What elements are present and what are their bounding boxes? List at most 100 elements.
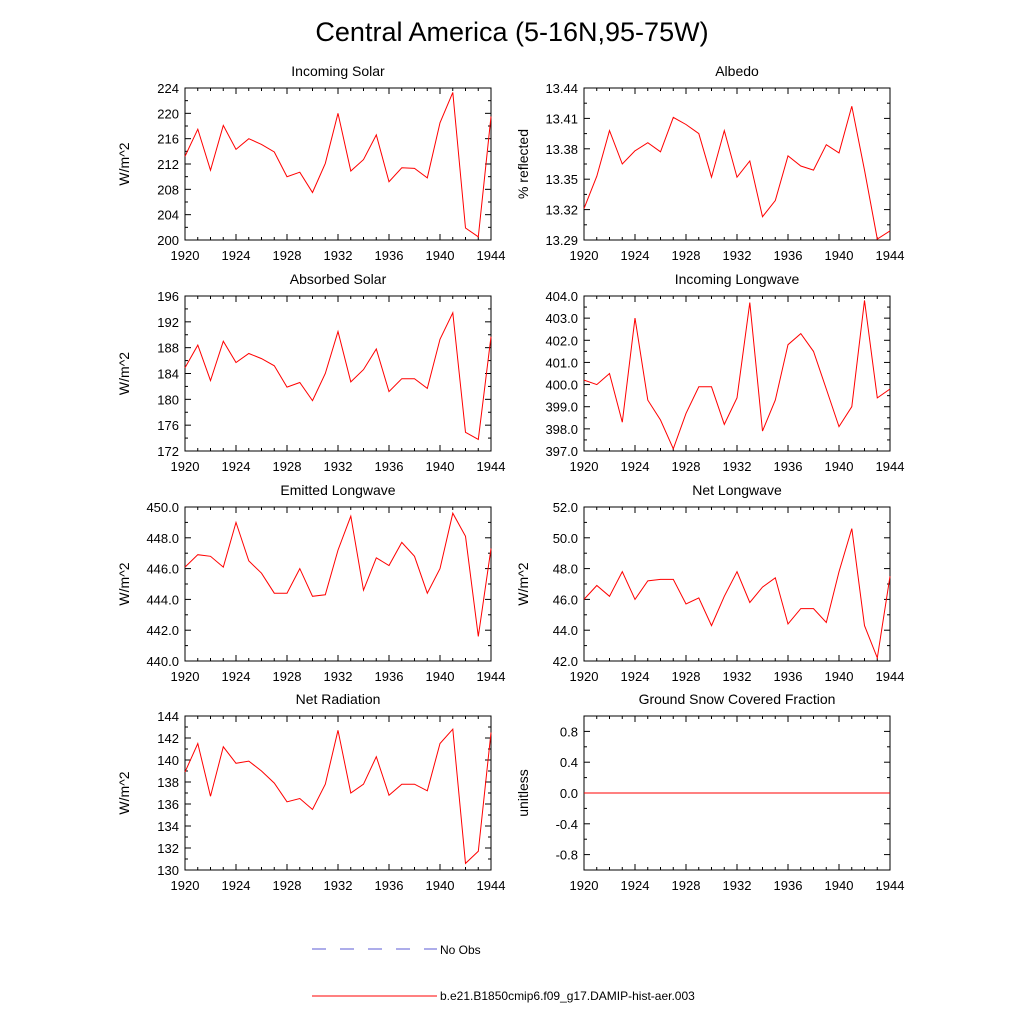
y-tick-label: 48.0 xyxy=(553,562,578,577)
y-tick-label: 46.0 xyxy=(553,592,578,607)
plot-frame xyxy=(583,87,891,241)
y-tick-label: 448.0 xyxy=(146,531,179,546)
x-tick-label: 1936 xyxy=(774,248,803,263)
y-tick-label: 200 xyxy=(157,233,179,248)
x-tick-label: 1924 xyxy=(222,459,251,474)
x-tick-label: 1936 xyxy=(375,459,404,474)
y-tick-label: 138 xyxy=(157,775,179,790)
y-tick-label: 13.38 xyxy=(545,142,578,157)
x-tick-label: 1928 xyxy=(672,248,701,263)
panel-incoming-longwave: 1920 1924 1928 1932 1936 1940 1944 397.0 398.0 39… xyxy=(545,271,904,474)
y-tick-label: 13.35 xyxy=(545,172,578,187)
y-tick-label: 172 xyxy=(157,444,179,459)
panels: 1920 1924 1928 1932 1936 1940 1944 200 204 208 212… xyxy=(116,63,904,893)
y-tick-label: 216 xyxy=(157,132,179,147)
y-tick-label: 204 xyxy=(157,208,179,223)
plot-frame xyxy=(184,506,492,662)
y-tick-label: 450.0 xyxy=(146,500,179,515)
y-tick-label: 13.44 xyxy=(545,81,578,96)
x-tick-label: 1920 xyxy=(171,669,200,684)
y-tick-label: 404.0 xyxy=(545,289,578,304)
y-tick-label: 176 xyxy=(157,418,179,433)
panel-title: Net Longwave xyxy=(692,482,782,498)
panel-absorbed-solar: 1920 1924 1928 1932 1936 1940 1944 172 176 180 184… xyxy=(116,271,505,474)
panel-title: Albedo xyxy=(715,63,759,79)
legend-label-no-obs: No Obs xyxy=(440,943,481,957)
series-line xyxy=(583,300,891,451)
y-tick-label: 212 xyxy=(157,157,179,172)
y-tick-label: 208 xyxy=(157,182,179,197)
x-tick-label: 1928 xyxy=(273,878,302,893)
x-tick-label: 1920 xyxy=(171,248,200,263)
x-tick-label: 1940 xyxy=(426,459,455,474)
x-tick-label: 1936 xyxy=(774,459,803,474)
y-tick-label: 144 xyxy=(157,709,179,724)
series-line xyxy=(184,311,492,441)
y-tick-label: 402.0 xyxy=(545,333,578,348)
legend: No Obs b.e21.B1850cmip6.f09_g17.DAMIP-hi… xyxy=(312,943,695,1003)
y-tick-label: 13.29 xyxy=(545,233,578,248)
y-tick-label: 13.41 xyxy=(545,111,578,126)
x-tick-label: 1928 xyxy=(672,669,701,684)
x-tick-label: 1936 xyxy=(774,878,803,893)
panel-title: Absorbed Solar xyxy=(290,271,387,287)
y-tick-label: 440.0 xyxy=(146,654,179,669)
figure-title: Central America (5-16N,95-75W) xyxy=(315,17,708,47)
x-tick-label: 1940 xyxy=(825,248,854,263)
x-tick-label: 1936 xyxy=(375,248,404,263)
x-tick-label: 1936 xyxy=(375,878,404,893)
plot-frame xyxy=(583,506,891,662)
series-line xyxy=(583,528,891,660)
y-tick-label: 13.32 xyxy=(545,203,578,218)
y-tick-label: 0.0 xyxy=(560,786,578,801)
x-tick-label: 1944 xyxy=(876,248,905,263)
panel-title: Emitted Longwave xyxy=(280,482,395,498)
panel-albedo: 1920 1924 1928 1932 1936 1940 1944 13.29 13.32 13… xyxy=(515,63,904,263)
y-axis-label: % reflected xyxy=(515,129,531,199)
y-tick-label: 400.0 xyxy=(545,378,578,393)
plot-frame xyxy=(184,715,492,871)
series-line xyxy=(184,728,492,865)
x-tick-label: 1920 xyxy=(570,248,599,263)
x-tick-label: 1940 xyxy=(426,878,455,893)
x-tick-label: 1944 xyxy=(876,459,905,474)
y-tick-label: -0.4 xyxy=(556,817,578,832)
x-tick-label: 1940 xyxy=(426,669,455,684)
panel-title: Ground Snow Covered Fraction xyxy=(639,691,836,707)
panel-emitted-longwave: 1920 1924 1928 1932 1936 1940 1944 440.0 442.0 44… xyxy=(116,482,505,684)
series-line xyxy=(583,106,891,240)
x-tick-label: 1944 xyxy=(477,878,506,893)
x-tick-label: 1920 xyxy=(570,669,599,684)
panel-net-longwave: 1920 1924 1928 1932 1936 1940 1944 42.0 44.0 46.0… xyxy=(515,482,904,684)
x-tick-label: 1940 xyxy=(825,878,854,893)
y-tick-label: 401.0 xyxy=(545,355,578,370)
y-tick-label: 52.0 xyxy=(553,500,578,515)
y-axis-label: W/m^2 xyxy=(515,562,531,605)
y-tick-label: 188 xyxy=(157,341,179,356)
y-axis-label: W/m^2 xyxy=(116,771,132,814)
y-axis-label: W/m^2 xyxy=(116,142,132,185)
y-tick-label: 142 xyxy=(157,731,179,746)
series-line xyxy=(184,511,492,637)
x-tick-label: 1920 xyxy=(570,878,599,893)
x-tick-label: 1924 xyxy=(222,248,251,263)
x-tick-label: 1932 xyxy=(723,878,752,893)
x-tick-label: 1944 xyxy=(477,669,506,684)
panel-incoming-solar: 1920 1924 1928 1932 1936 1940 1944 200 204 208 212… xyxy=(116,63,505,263)
x-tick-label: 1932 xyxy=(723,248,752,263)
x-tick-label: 1928 xyxy=(672,878,701,893)
y-tick-label: 224 xyxy=(157,81,179,96)
x-tick-label: 1924 xyxy=(222,878,251,893)
y-tick-label: 42.0 xyxy=(553,654,578,669)
legend-label-model: b.e21.B1850cmip6.f09_g17.DAMIP-hist-aer.… xyxy=(440,989,695,1003)
y-tick-label: 398.0 xyxy=(545,422,578,437)
x-tick-label: 1932 xyxy=(324,248,353,263)
y-axis-label: W/m^2 xyxy=(116,562,132,605)
panel-title: Incoming Solar xyxy=(291,63,385,79)
y-tick-label: -0.8 xyxy=(556,848,578,863)
y-tick-label: 397.0 xyxy=(545,444,578,459)
y-tick-label: 399.0 xyxy=(545,400,578,415)
x-tick-label: 1944 xyxy=(477,459,506,474)
panel-net-radiation: 1920 1924 1928 1932 1936 1940 1944 130 132 134 136… xyxy=(116,691,505,893)
y-axis-label: unitless xyxy=(515,769,531,816)
